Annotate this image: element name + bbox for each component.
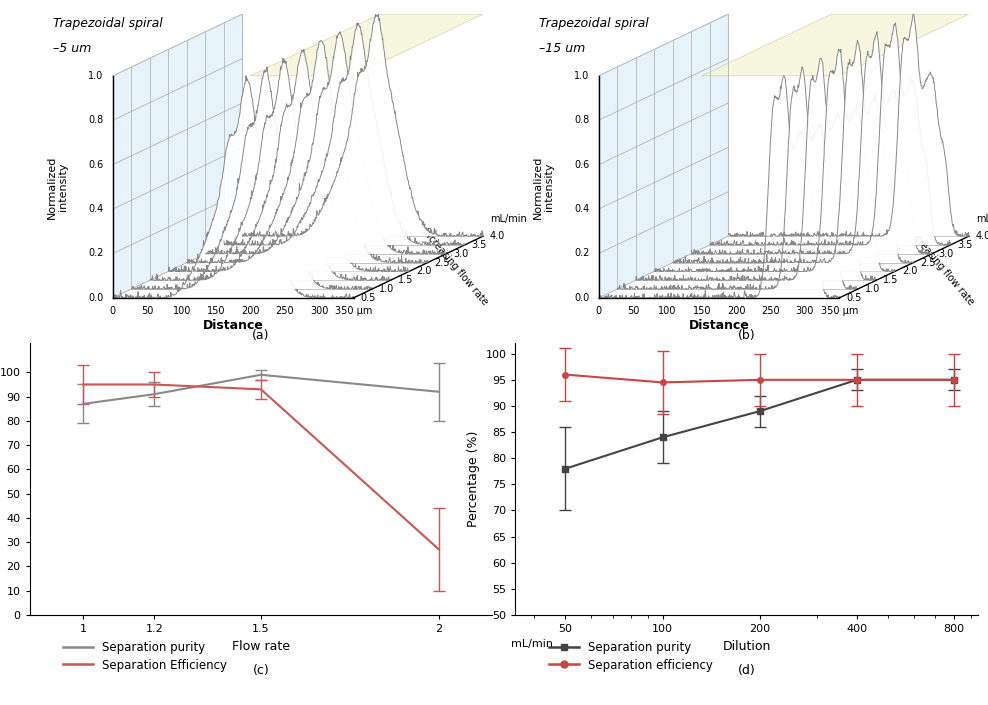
- Text: 0.6: 0.6: [574, 159, 590, 170]
- Polygon shape: [673, 40, 913, 262]
- Polygon shape: [206, 32, 446, 254]
- Text: 0.5: 0.5: [361, 293, 375, 303]
- Text: 350 μm: 350 μm: [335, 305, 372, 316]
- Text: 0.5: 0.5: [847, 293, 862, 303]
- Text: Trapezoidal spiral: Trapezoidal spiral: [538, 17, 648, 30]
- Text: –15 um: –15 um: [538, 42, 585, 55]
- X-axis label: Flow rate: Flow rate: [232, 639, 289, 653]
- Polygon shape: [113, 14, 242, 298]
- Text: 100: 100: [658, 305, 677, 316]
- Text: 0.2: 0.2: [88, 248, 104, 259]
- Polygon shape: [187, 40, 428, 262]
- Text: 100: 100: [173, 305, 191, 316]
- Text: 1.0: 1.0: [88, 70, 104, 81]
- Text: 0.2: 0.2: [574, 248, 590, 259]
- Text: 2.0: 2.0: [902, 266, 917, 276]
- Text: 2.5: 2.5: [920, 257, 936, 268]
- X-axis label: Dilution: Dilution: [722, 639, 771, 653]
- Polygon shape: [131, 67, 372, 289]
- Text: mL/min: mL/min: [490, 214, 527, 224]
- Text: Trapezoidal spiral: Trapezoidal spiral: [52, 17, 162, 30]
- Text: 0: 0: [596, 305, 602, 316]
- Text: 2.5: 2.5: [435, 257, 450, 268]
- Text: 2.0: 2.0: [416, 266, 432, 276]
- Polygon shape: [242, 14, 483, 236]
- Text: mL/min: mL/min: [511, 639, 553, 649]
- Text: Distance: Distance: [203, 319, 264, 333]
- Polygon shape: [224, 23, 464, 245]
- Text: 0.0: 0.0: [88, 293, 104, 303]
- Polygon shape: [150, 59, 390, 280]
- Text: 4.0: 4.0: [976, 231, 988, 241]
- Polygon shape: [113, 75, 354, 298]
- Text: 3.0: 3.0: [453, 249, 468, 259]
- Legend: Separation purity, Separation Efficiency: Separation purity, Separation Efficiency: [58, 636, 232, 676]
- Text: 350 μm: 350 μm: [821, 305, 858, 316]
- Text: 300: 300: [310, 305, 328, 316]
- Text: Increasing flow rate: Increasing flow rate: [421, 227, 490, 307]
- Text: 0.4: 0.4: [88, 204, 104, 214]
- Polygon shape: [654, 49, 895, 271]
- Text: 0.4: 0.4: [574, 204, 590, 214]
- Text: Distance: Distance: [689, 319, 750, 333]
- Polygon shape: [635, 59, 876, 280]
- Text: 50: 50: [627, 305, 639, 316]
- Text: 0.6: 0.6: [88, 159, 104, 170]
- Text: 0.0: 0.0: [574, 293, 590, 303]
- Text: (c): (c): [253, 664, 270, 677]
- Text: 3.5: 3.5: [471, 240, 487, 250]
- Text: Normalized
intensity: Normalized intensity: [533, 155, 554, 219]
- Text: 200: 200: [727, 305, 746, 316]
- Text: (b): (b): [738, 329, 756, 342]
- Y-axis label: Percentage (%): Percentage (%): [467, 431, 480, 527]
- Polygon shape: [618, 67, 858, 289]
- Text: 3.0: 3.0: [939, 249, 954, 259]
- Polygon shape: [709, 23, 950, 245]
- Text: 1.0: 1.0: [574, 70, 590, 81]
- Polygon shape: [250, 14, 483, 75]
- Polygon shape: [692, 32, 932, 254]
- Text: Normalized
intensity: Normalized intensity: [46, 155, 68, 219]
- Text: 200: 200: [241, 305, 260, 316]
- Text: 250: 250: [762, 305, 780, 316]
- Text: 1.0: 1.0: [379, 284, 394, 294]
- Text: 4.0: 4.0: [490, 231, 505, 241]
- Polygon shape: [599, 14, 728, 298]
- Text: 1.0: 1.0: [864, 284, 880, 294]
- Text: 300: 300: [795, 305, 814, 316]
- Text: 1.5: 1.5: [397, 275, 413, 286]
- Text: 1.5: 1.5: [883, 275, 899, 286]
- Text: 150: 150: [693, 305, 711, 316]
- Text: (a): (a): [252, 329, 270, 342]
- Text: 50: 50: [141, 305, 153, 316]
- Polygon shape: [701, 14, 969, 75]
- Polygon shape: [728, 14, 969, 236]
- Legend: Separation purity, Separation efficiency: Separation purity, Separation efficiency: [544, 636, 717, 676]
- Text: mL/min: mL/min: [976, 214, 988, 224]
- Polygon shape: [168, 49, 409, 271]
- Text: 0.8: 0.8: [88, 115, 104, 125]
- Text: 3.5: 3.5: [957, 240, 972, 250]
- Text: Increasing flow rate: Increasing flow rate: [906, 227, 976, 307]
- Text: 0: 0: [110, 305, 116, 316]
- Text: –5 um: –5 um: [52, 42, 91, 55]
- Text: 0.8: 0.8: [574, 115, 590, 125]
- Text: 250: 250: [276, 305, 294, 316]
- Text: (d): (d): [738, 664, 756, 677]
- Polygon shape: [599, 75, 840, 298]
- Text: 150: 150: [206, 305, 225, 316]
